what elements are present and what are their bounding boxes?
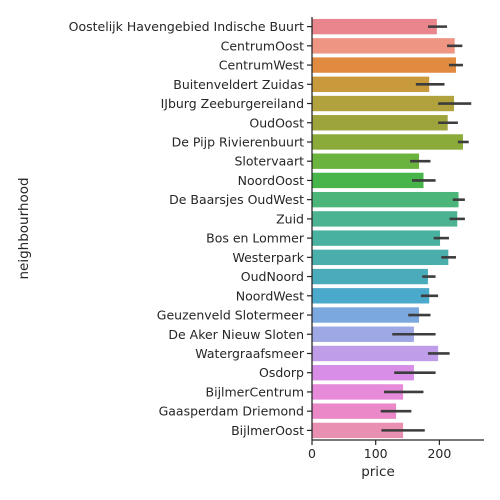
y-axis-label: neighbourhood — [16, 177, 32, 279]
x-tick-label-0: 0 — [308, 446, 316, 461]
y-tick-label-8: NoordOost — [238, 173, 304, 188]
bar-16 — [312, 326, 414, 342]
y-tick-label-13: OudNoord — [241, 269, 304, 284]
x-tick-label-2: 200 — [427, 446, 451, 461]
y-tick-layer: Oostelijk Havengebied Indische Buurt Cent… — [69, 19, 312, 438]
bar-10 — [312, 211, 458, 227]
y-tick-label-7: Slotervaart — [234, 154, 304, 169]
bar-21 — [312, 422, 404, 439]
y-tick-label-10: Zuid — [276, 211, 304, 226]
y-tick-label-15: Geuzenveld Slotermeer — [157, 308, 305, 323]
y-tick-label-21: BijlmerOost — [231, 423, 304, 438]
bar-17 — [312, 345, 439, 362]
bar-0 — [312, 18, 437, 35]
bar-6 — [312, 134, 463, 150]
bar-11 — [312, 230, 441, 246]
y-tick-label-5: OudOost — [249, 115, 304, 130]
y-tick-label-14: NoordWest — [236, 288, 304, 303]
bars-layer — [312, 18, 463, 439]
bar-19 — [312, 384, 404, 400]
error-bars-layer — [380, 25, 472, 432]
x-tick-layer: 0 100 200 — [308, 440, 451, 461]
y-tick-label-4: IJburg Zeeburgereiland — [161, 96, 304, 111]
y-tick-label-12: Westerpark — [232, 250, 304, 265]
bar-7 — [312, 153, 420, 169]
bar-13 — [312, 268, 428, 285]
y-tick-label-17: Watergraafsmeer — [195, 346, 305, 361]
y-tick-label-6: De Pijp Rivierenbuurt — [172, 134, 305, 149]
y-tick-label-18: Osdorp — [259, 365, 304, 380]
bar-8 — [312, 172, 424, 189]
bar-12 — [312, 249, 449, 266]
bar-1 — [312, 38, 455, 54]
bar-3 — [312, 76, 430, 92]
y-tick-label-3: Buitenveldert Zuidas — [173, 77, 304, 92]
y-tick-label-0: Oostelijk Havengebied Indische Buurt — [69, 19, 304, 34]
bar-15 — [312, 307, 420, 323]
x-axis-label: price — [361, 464, 395, 480]
y-tick-label-19: BijlmerCentrum — [206, 384, 304, 399]
bar-20 — [312, 403, 397, 419]
bar-18 — [312, 365, 414, 381]
bar-4 — [312, 95, 455, 112]
y-tick-label-16: De Aker Nieuw Sloten — [168, 327, 304, 342]
bar-5 — [312, 115, 448, 131]
bar-14 — [312, 288, 430, 304]
bar-2 — [312, 57, 456, 73]
y-tick-label-1: CentrumOost — [221, 38, 304, 53]
x-tick-label-1: 100 — [364, 446, 388, 461]
y-tick-label-20: Gaasperdam Driemond — [159, 404, 304, 419]
bar-9 — [312, 191, 459, 208]
y-tick-label-11: Bos en Lommer — [206, 231, 305, 246]
y-tick-label-2: CentrumWest — [219, 58, 304, 73]
y-tick-label-9: De Baarsjes OudWest — [169, 192, 304, 207]
